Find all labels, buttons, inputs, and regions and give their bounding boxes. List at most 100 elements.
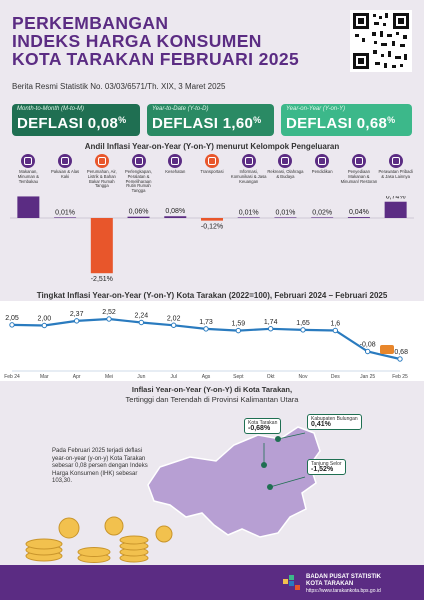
card-unit: % — [253, 115, 262, 125]
x-tick-label: Mar — [40, 374, 49, 380]
category-item: Perawatan Pribadi & Jasa Lainnya — [377, 154, 414, 180]
card-label: Year-on-Year (Y-on-Y) — [286, 106, 346, 112]
category-item: Rekreasi, Olahraga & Budaya — [267, 154, 304, 180]
group-chart-title: Andil Inflasi Year-on-Year (Y-on-Y) menu… — [84, 142, 340, 151]
line-point — [106, 316, 112, 322]
title-line-2: INDEKS HARGA KONSUMEN — [12, 31, 262, 51]
group-bar-chart: 0,98%0,01%-2,51%0,06%0,08%-0,12%0,01%0,0… — [10, 196, 414, 283]
point-value-label: 1,65 — [296, 320, 310, 327]
footer-org-line-1: BADAN PUSAT STATISTIK — [306, 574, 381, 580]
category-label: Rekreasi, Olahraga & Budaya — [267, 169, 304, 179]
point-value-label: 2,05 — [5, 315, 19, 322]
bar-value-label: 0,02% — [312, 209, 332, 216]
bar-value-label: 0,74% — [386, 196, 406, 201]
footer-org: BADAN PUSAT STATISTIK KOTA TARAKAN — [306, 574, 381, 588]
category-icon — [131, 154, 146, 168]
qr-code-icon[interactable] — [350, 10, 412, 72]
line-point — [300, 327, 306, 333]
bar — [17, 196, 40, 218]
category-label: Pakaian & Alas Kaki — [50, 169, 80, 179]
line-point — [332, 327, 339, 334]
bar — [347, 217, 370, 218]
card-label: Month-to-Month (M-to-M) — [17, 106, 85, 112]
tag-value: 0,41% — [311, 421, 331, 428]
bps-logo-icon — [283, 575, 300, 590]
line-point — [364, 348, 371, 355]
bar-value-label: -0,12% — [201, 224, 223, 231]
bar — [127, 216, 150, 218]
coins-illustration-icon — [25, 516, 173, 563]
point-value-label: 2,24 — [135, 313, 149, 320]
point-value-label: 1,59 — [232, 321, 246, 328]
category-label: Informasi, Komunikasi & Jasa Keuangan — [230, 169, 267, 184]
category-label: Transportasi — [200, 169, 224, 174]
category-icon — [388, 154, 403, 168]
point-value-label: 1,6 — [330, 321, 340, 328]
map-region — [147, 426, 321, 538]
category-icon — [94, 154, 109, 168]
line-point — [203, 326, 209, 332]
x-tick-label: Nov — [299, 374, 308, 380]
x-tick-label: Okt — [267, 374, 275, 380]
bar — [274, 217, 297, 218]
tag-tanjung-selor: Tanjung Selor -1,52% — [307, 459, 346, 475]
x-tick-label: Sept — [233, 374, 244, 380]
category-icon — [21, 154, 36, 168]
category-label: Penyediaan Makanan & Minuman/ Restoran — [340, 169, 378, 184]
card-unit: % — [118, 115, 127, 125]
tag-name: Kota Tarakan — [248, 420, 278, 426]
kaltara-map — [147, 426, 321, 538]
category-icon — [168, 154, 183, 168]
map-description: Pada Februari 2025 terjadi deflasi year-… — [52, 448, 148, 484]
bar-value-label: -2,51% — [91, 276, 113, 283]
map-title-2: Tertinggi dan Terendah di Provinsi Kalim… — [125, 395, 299, 404]
category-item: Pakaian & Alas Kaki — [47, 154, 84, 180]
footer-org-line-2: KOTA TARAKAN — [306, 581, 354, 587]
category-item: Makanan, Minuman & Tembakau — [10, 154, 47, 184]
bar-value-label: 0,08% — [165, 208, 185, 215]
tag-value: -1,52% — [311, 466, 334, 473]
point-value-label: 2,00 — [38, 316, 52, 323]
category-item: Pendidikan — [304, 154, 341, 175]
bar — [164, 216, 187, 218]
x-tick-label: Jan 25 — [360, 374, 375, 380]
x-tick-label: Feb 25 — [392, 374, 408, 380]
point-value-label: 2,52 — [102, 309, 116, 316]
point-value-label: 1,73 — [199, 319, 213, 326]
x-tick-label: Mei — [105, 374, 113, 380]
card-value: DEFLASI 0,68% — [286, 115, 396, 132]
bar-value-label: 0,01% — [239, 209, 259, 216]
bar-value-label: 0,04% — [349, 209, 369, 216]
summary-card: Month-to-Month (M-to-M) DEFLASI 0,08% — [12, 104, 140, 136]
bar-value-label: 0,01% — [276, 209, 296, 216]
category-label: Perumahan, Air, Listrik & Bahan Bakar Ru… — [86, 169, 117, 189]
bar — [201, 218, 223, 221]
category-label: Makanan, Minuman & Tembakau — [17, 169, 39, 184]
line-point — [138, 319, 145, 326]
card-unit: % — [387, 115, 396, 125]
category-icon — [315, 154, 330, 168]
tag-name: Kabupaten Bulungan — [311, 416, 358, 422]
summary-card: Year-on-Year (Y-on-Y) DEFLASI 0,68% — [281, 104, 412, 136]
tag-name: Tanjung Selor — [311, 461, 342, 467]
x-tick-label: Jul — [170, 374, 176, 380]
category-icon — [278, 154, 293, 168]
line-point — [41, 322, 48, 329]
x-tick-label: Ags — [202, 374, 211, 380]
card-label: Year-to-Date (Y-to-D) — [152, 106, 209, 112]
line-point — [170, 322, 177, 328]
bar-value-label: 0,06% — [129, 209, 149, 216]
page-title: PERKEMBANGAN INDEKS HARGA KONSUMEN KOTA … — [12, 14, 342, 68]
category-label: Pendidikan — [311, 169, 333, 174]
category-item: Perumahan, Air, Listrik & Bahan Bakar Ru… — [83, 154, 120, 189]
bar — [237, 217, 260, 218]
title-line-3: KOTA TARAKAN FEBRUARI 2025 — [12, 49, 300, 69]
footer: BADAN PUSAT STATISTIK KOTA TARAKAN https… — [0, 565, 424, 600]
footer-url[interactable]: https://www.tarakankota.bps.go.id — [306, 588, 381, 594]
category-icon — [241, 154, 256, 168]
point-value-label: -0,08 — [360, 342, 376, 349]
category-icon — [204, 154, 219, 168]
truck-icon — [380, 345, 394, 354]
bar — [311, 217, 334, 218]
card-value: DEFLASI 0,08% — [17, 115, 127, 132]
